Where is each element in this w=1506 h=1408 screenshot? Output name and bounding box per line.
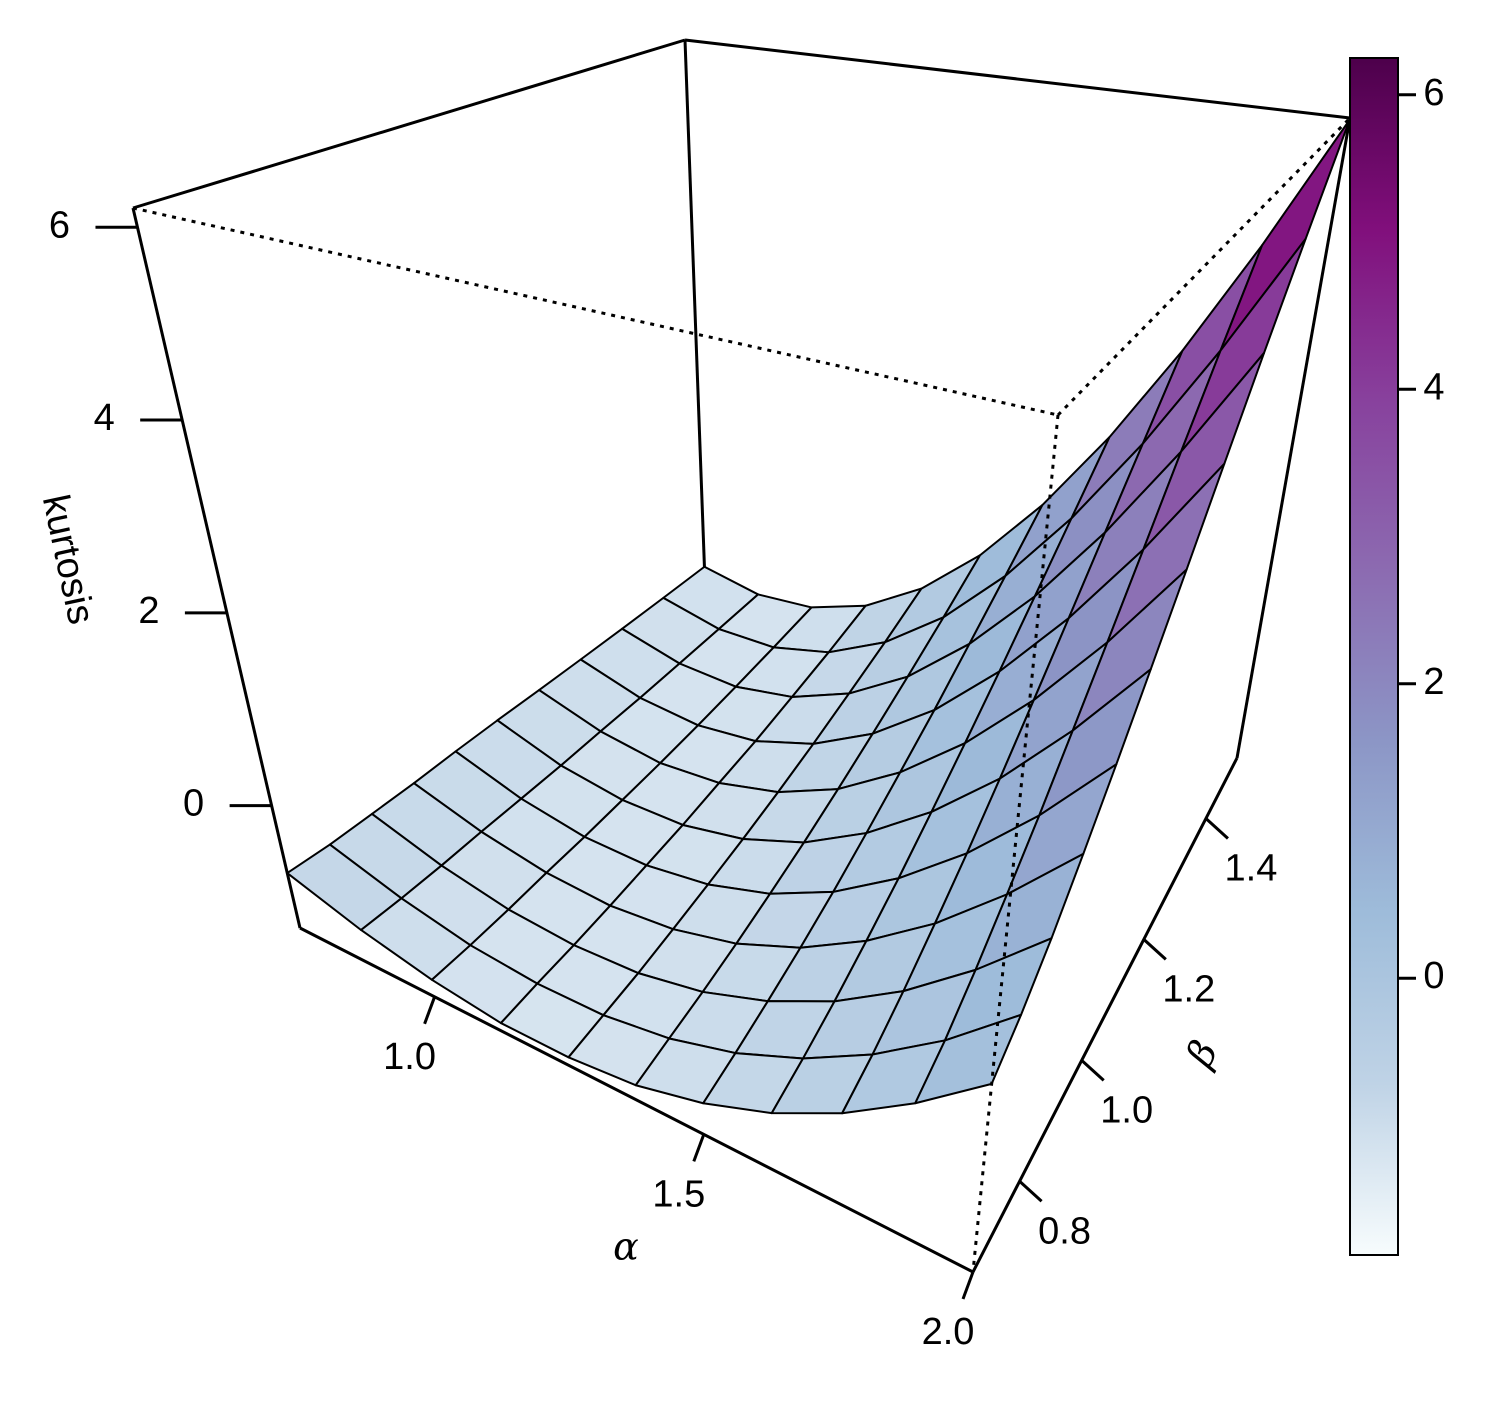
y-tick bbox=[1018, 1180, 1043, 1203]
colorbar-tick-label: 4 bbox=[1423, 366, 1444, 408]
box-edge bbox=[299, 926, 974, 1274]
z-tick-label: 6 bbox=[49, 204, 70, 246]
y-tick-label: 1.0 bbox=[1100, 1089, 1153, 1131]
y-tick-label: 0.8 bbox=[1038, 1210, 1091, 1252]
z-tick-label: 4 bbox=[94, 397, 115, 439]
x-axis-title: α bbox=[613, 1225, 639, 1269]
colorbar-tick-label: 6 bbox=[1423, 72, 1444, 114]
y-tick-label: 1.2 bbox=[1162, 968, 1215, 1010]
box-edge-hidden bbox=[971, 414, 1060, 1273]
box-edge bbox=[971, 757, 1239, 1273]
box-edge bbox=[684, 38, 1351, 120]
x-tick bbox=[423, 996, 437, 1025]
y-tick bbox=[1142, 938, 1167, 961]
surface-facet bbox=[914, 1013, 1023, 1105]
surface bbox=[286, 118, 1351, 1115]
x-tick bbox=[961, 1271, 975, 1300]
z-tick-label: 2 bbox=[138, 590, 159, 632]
x-tick-label: 1.0 bbox=[383, 1036, 436, 1078]
y-tick bbox=[1080, 1059, 1105, 1082]
box-edge bbox=[683, 39, 707, 583]
z-tick-label: 0 bbox=[183, 783, 204, 825]
colorbar-tick-label: 2 bbox=[1423, 661, 1444, 703]
y-tick bbox=[1204, 817, 1229, 840]
box-edge-hidden bbox=[132, 206, 1059, 417]
x-tick-label: 1.5 bbox=[652, 1173, 705, 1215]
box-edge bbox=[132, 38, 686, 210]
y-tick-label: 1.4 bbox=[1225, 848, 1278, 890]
x-tick bbox=[692, 1133, 706, 1162]
colorbar bbox=[1349, 57, 1399, 1256]
box-edge bbox=[1235, 117, 1352, 759]
box-edge bbox=[131, 207, 302, 929]
x-tick-label: 2.0 bbox=[922, 1311, 975, 1353]
colorbar-tick-label: 0 bbox=[1423, 955, 1444, 997]
